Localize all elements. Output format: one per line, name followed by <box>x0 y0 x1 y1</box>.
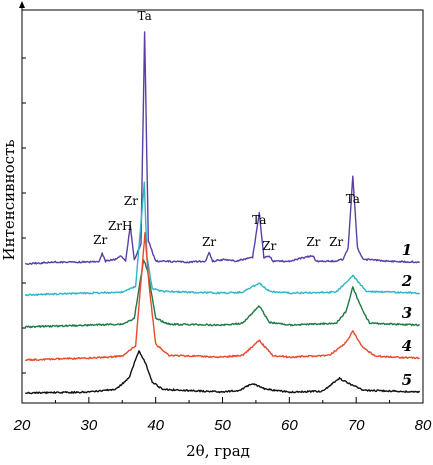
series-line-5 <box>24 350 421 395</box>
curve-label-3: 3 <box>402 304 412 322</box>
x-tick-label: 50 <box>214 417 231 434</box>
peak-label: ZrH <box>108 219 133 233</box>
peak-label: Zr <box>262 239 276 253</box>
x-tick-label: 70 <box>348 417 365 434</box>
peak-label: Zr <box>93 233 107 247</box>
x-tick-label: 60 <box>281 417 298 434</box>
curve-label-5: 5 <box>402 371 412 389</box>
series-line-2 <box>24 181 421 297</box>
y-axis-arrow-icon <box>19 1 25 8</box>
peak-label: Zr <box>202 235 216 249</box>
plot-frame <box>21 9 424 404</box>
x-axis-label: 2θ, град <box>186 442 250 460</box>
x-tick-label: 20 <box>13 417 31 434</box>
curve-label-4: 4 <box>402 337 412 355</box>
series-line-1 <box>24 31 420 265</box>
series-line-3 <box>24 259 421 329</box>
peak-label: Ta <box>346 192 360 206</box>
series-line-4 <box>24 232 420 362</box>
peak-label: Zr <box>124 194 138 208</box>
x-tick-label: 80 <box>415 417 432 434</box>
curve-label-2: 2 <box>401 272 412 290</box>
y-axis-label: Интенсивность <box>0 140 18 261</box>
curve-label-1: 1 <box>402 241 412 259</box>
peak-label: Ta <box>252 213 266 227</box>
peak-label: Zr <box>306 235 320 249</box>
peak-label: Ta <box>138 9 152 23</box>
x-tick-label: 30 <box>80 417 97 434</box>
peak-label: Zr <box>329 235 343 249</box>
x-tick-label: 40 <box>147 417 164 434</box>
